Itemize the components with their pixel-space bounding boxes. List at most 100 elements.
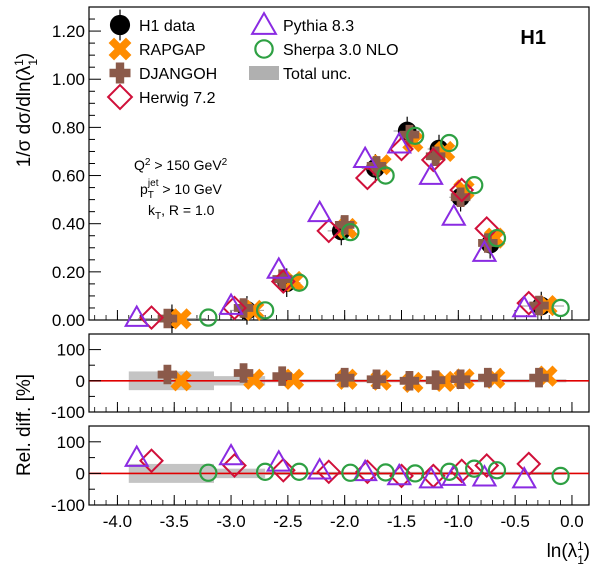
sherpa-point xyxy=(440,462,459,481)
legend-label: H1 data xyxy=(139,18,195,35)
x-tick-label: 0.0 xyxy=(560,512,584,531)
ratio2-ytick-label: 100 xyxy=(57,433,85,452)
legend-band-swatch xyxy=(249,66,279,80)
pythia-point xyxy=(418,466,444,489)
herwig-point xyxy=(139,448,164,474)
pythia-point xyxy=(511,466,538,489)
sherpa-point xyxy=(341,463,360,482)
sherpa-point xyxy=(487,228,507,248)
rapgap-point xyxy=(170,308,192,330)
ratio1-frame xyxy=(88,333,590,413)
pythia-point xyxy=(123,304,150,327)
herwig-point xyxy=(354,165,380,191)
pythia-point xyxy=(471,239,498,262)
legend-label: RAPGAP xyxy=(139,42,206,59)
pythia-point xyxy=(265,449,292,472)
x-tick-label: -3.0 xyxy=(216,512,245,531)
herwig-point xyxy=(516,290,542,316)
pythia-point xyxy=(386,131,413,154)
legend-label: DJANGOH xyxy=(139,66,217,83)
djangoh-point xyxy=(366,369,387,389)
main-ytick-label: 0.40 xyxy=(52,215,85,234)
ratio2-ytick-label: 0 xyxy=(76,464,85,483)
legend-label: Sherpa 3.0 NLO xyxy=(283,42,399,59)
sherpa-point xyxy=(465,176,484,195)
pythia-point xyxy=(265,256,292,279)
pythia-point xyxy=(352,145,378,168)
pythia-point xyxy=(440,203,467,226)
main-ytick-label: 1.20 xyxy=(52,22,85,41)
main-ytick-label: 1.00 xyxy=(52,70,85,89)
herwig-point xyxy=(449,177,475,203)
djangoh-point xyxy=(478,367,498,388)
herwig-point xyxy=(316,218,342,244)
sherpa-point xyxy=(199,463,218,482)
sherpa-point xyxy=(376,166,395,185)
ratio2-frame xyxy=(88,425,590,506)
sherpa-point xyxy=(341,222,360,242)
djangoh-point xyxy=(529,367,549,388)
sherpa-point xyxy=(551,466,570,486)
legend-marker-sherpa xyxy=(254,39,274,59)
x-tick-label: -2.5 xyxy=(273,512,302,531)
pythia-point xyxy=(123,444,150,467)
sherpa-point xyxy=(551,298,570,318)
sherpa-point xyxy=(376,463,395,482)
pythia-point xyxy=(511,294,538,318)
djangoh-point xyxy=(233,363,254,383)
pythia-point xyxy=(440,463,467,486)
herwig-point xyxy=(139,305,164,331)
sherpa-point xyxy=(290,462,309,481)
cut-algorithm: kT, R = 1.0 xyxy=(148,202,215,222)
main-panel: 0.00 0.20 0.40 0.60 0.80 1.00 1.20 xyxy=(52,6,590,334)
x-tick-label: -1.5 xyxy=(387,512,416,531)
x-tick-label: -4.0 xyxy=(103,512,132,531)
x-tick-label: -0.5 xyxy=(500,512,529,531)
legend-marker-herwig xyxy=(106,83,134,111)
cut-q2: Q2 > 150 GeV2 xyxy=(134,157,228,174)
legend-label: Total unc. xyxy=(283,66,351,83)
x-axis-label: ln(λ11) xyxy=(547,539,590,567)
sherpa-point xyxy=(290,273,309,292)
cut-pt: pTjet > 10 GeV xyxy=(140,178,223,201)
ratio2-ytick-label: -100 xyxy=(51,496,85,515)
x-tick-label: -1.0 xyxy=(444,512,473,531)
herwig-point xyxy=(420,147,446,173)
pythia-point xyxy=(352,458,378,482)
herwig-point xyxy=(474,216,500,241)
main-ytick-label: 0.60 xyxy=(52,167,85,186)
ratio1-ytick-label: -100 xyxy=(51,403,85,422)
legend: H1 data RAPGAP DJANGOH Herwig 7.2 Pythia 8.3… xyxy=(106,9,399,111)
djangoh-point xyxy=(272,366,292,386)
pythia-point xyxy=(218,292,244,315)
main-ytick-label: 0.80 xyxy=(52,118,85,137)
djangoh-point xyxy=(425,370,446,390)
sherpa-point xyxy=(255,462,275,481)
herwig-point xyxy=(221,295,247,321)
ratio-panel-lower: -100 0 100 -4.0 -3.5 -3.0 -2.5 -2.0 -1.5 -1.0 -0.5… xyxy=(51,425,590,531)
legend-label: Herwig 7.2 xyxy=(139,90,216,107)
sherpa-point xyxy=(255,301,275,320)
djangoh-point xyxy=(399,371,420,391)
pythia-point xyxy=(218,442,244,466)
main-y-axis-label: 1/σ dσ/dln(λ11) xyxy=(12,53,40,167)
djangoh-point xyxy=(334,367,355,388)
sherpa-point xyxy=(440,133,459,153)
sherpa-point xyxy=(487,461,507,480)
sherpa-point xyxy=(465,459,484,478)
djangoh-point xyxy=(450,369,471,389)
main-ytick-label: 0.00 xyxy=(52,311,85,330)
sherpa-point xyxy=(405,464,425,483)
x-tick-label: -2.0 xyxy=(330,512,359,531)
djangoh-point xyxy=(157,364,178,385)
pythia-point xyxy=(306,457,333,480)
ratio1-ytick-label: 100 xyxy=(57,341,85,360)
sherpa-point xyxy=(199,308,218,327)
main-ytick-label: 0.20 xyxy=(52,263,85,282)
pythia-point xyxy=(306,199,333,223)
djangoh-point xyxy=(450,187,471,207)
sherpa-point xyxy=(405,126,425,145)
herwig-point xyxy=(270,457,296,483)
legend-marker-pythia xyxy=(250,11,278,35)
